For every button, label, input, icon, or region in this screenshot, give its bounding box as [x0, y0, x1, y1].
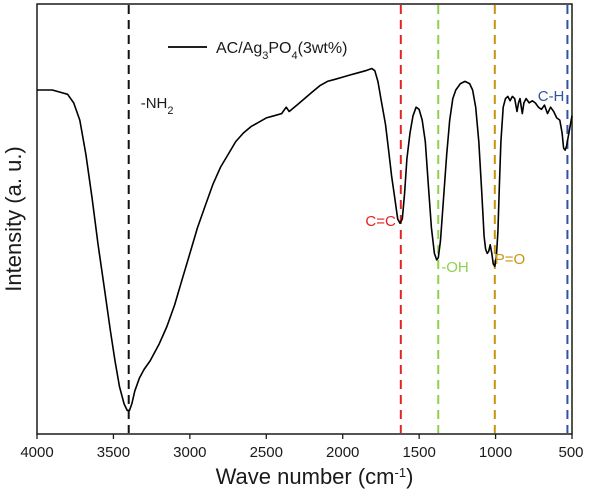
x-tick-label: 2000	[326, 444, 359, 461]
x-tick-label: 2500	[250, 444, 283, 461]
legend-label: AC/Ag3PO4(3wt%)	[216, 40, 347, 62]
reference-label: -OH	[441, 259, 469, 276]
x-axis-title: Wave number (cm-1)	[216, 464, 414, 489]
y-axis-title: Intensity (a. u.)	[1, 146, 26, 292]
plot-frame	[36, 3, 573, 435]
reference-label: C=C	[365, 213, 396, 230]
reference-labels: -NH2 C=C -OH P=O C-H	[141, 88, 565, 276]
x-tick-label: 3000	[173, 444, 206, 461]
x-tick-label: 1500	[402, 444, 435, 461]
reference-label: C-H	[538, 88, 565, 105]
x-tick-label: 3500	[97, 444, 130, 461]
x-axis-ticks: 4000 3500 3000 2500 2000 1500 1000 500	[20, 434, 584, 461]
reference-lines	[127, 5, 569, 433]
reference-label: P=O	[495, 251, 525, 268]
x-tick-label: 4000	[20, 444, 53, 461]
x-tick-label: 1000	[479, 444, 512, 461]
legend: AC/Ag3PO4(3wt%)	[168, 40, 347, 62]
x-tick-label: 500	[558, 444, 583, 461]
reference-label: -NH2	[141, 95, 174, 117]
series-line	[37, 67, 573, 412]
